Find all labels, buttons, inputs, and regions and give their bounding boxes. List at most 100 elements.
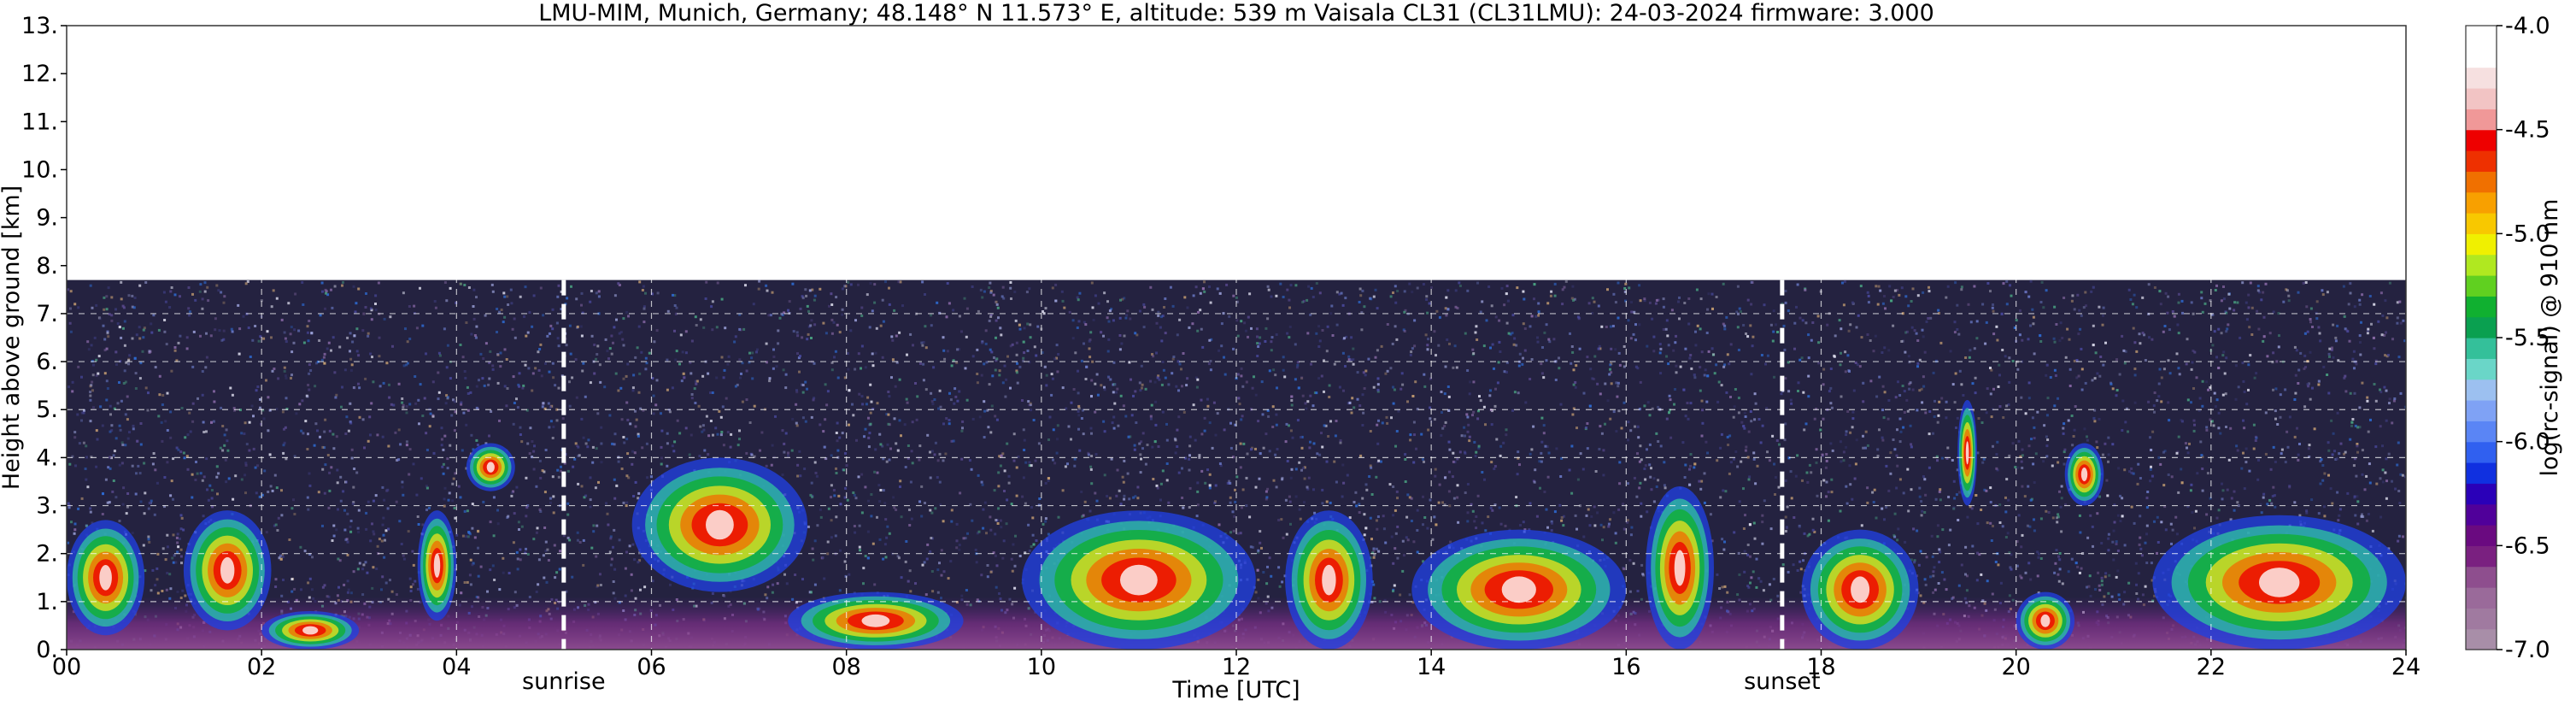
noise-speck <box>1139 471 1142 474</box>
noise-speck <box>2121 399 2125 403</box>
noise-speck <box>1222 312 1225 315</box>
noise-speck <box>873 283 877 286</box>
noise-speck <box>888 303 891 306</box>
noise-speck <box>607 357 610 361</box>
noise-speck <box>666 442 669 445</box>
noise-speck <box>369 433 372 437</box>
noise-speck <box>2004 355 2007 358</box>
noise-speck <box>441 465 444 468</box>
noise-speck <box>466 535 470 538</box>
noise-speck <box>863 435 866 438</box>
noise-speck <box>543 470 546 474</box>
noise-speck <box>1784 377 1787 380</box>
noise-speck <box>586 445 590 449</box>
noise-speck <box>2032 462 2035 466</box>
noise-speck <box>1551 521 1553 525</box>
noise-speck <box>356 568 360 571</box>
noise-speck <box>1198 454 1201 457</box>
noise-speck <box>884 518 888 521</box>
noise-speck <box>1376 423 1379 427</box>
noise-speck <box>1055 356 1058 360</box>
noise-speck <box>1846 354 1850 357</box>
noise-speck <box>1640 458 1643 462</box>
noise-speck <box>1995 325 1998 328</box>
noise-speck <box>503 385 507 388</box>
noise-speck <box>876 471 879 474</box>
noise-speck <box>99 405 103 409</box>
noise-speck <box>230 327 233 331</box>
noise-speck <box>349 530 353 533</box>
noise-speck <box>2077 332 2080 336</box>
noise-speck <box>1232 529 1235 532</box>
noise-speck <box>1245 380 1248 384</box>
noise-speck <box>1194 376 1198 379</box>
noise-speck <box>998 369 1001 373</box>
noise-speck <box>1845 485 1848 488</box>
noise-speck <box>1906 468 1910 471</box>
noise-speck <box>776 582 779 585</box>
noise-speck <box>1406 493 1410 497</box>
noise-speck <box>2186 451 2190 455</box>
noise-speck <box>2078 309 2081 312</box>
noise-speck <box>1375 475 1378 479</box>
noise-speck <box>2349 438 2352 441</box>
noise-speck <box>1157 374 1160 378</box>
noise-speck <box>244 474 247 477</box>
noise-speck <box>1012 432 1016 436</box>
noise-speck <box>1308 446 1311 450</box>
noise-speck <box>1893 448 1897 451</box>
noise-speck <box>624 567 627 570</box>
noise-speck <box>123 344 126 347</box>
noise-speck <box>1720 384 1723 387</box>
noise-speck <box>1848 464 1851 468</box>
noise-speck <box>139 443 143 446</box>
noise-speck <box>1547 451 1551 455</box>
noise-speck <box>2288 485 2291 489</box>
noise-speck <box>703 449 707 452</box>
noise-speck <box>1729 343 1733 346</box>
noise-speck <box>1722 489 1725 492</box>
noise-speck <box>239 409 242 412</box>
noise-speck <box>650 292 654 296</box>
noise-speck <box>1493 503 1497 507</box>
noise-speck <box>2242 451 2244 455</box>
noise-speck <box>308 363 311 367</box>
noise-speck <box>808 289 812 292</box>
noise-speck <box>1971 382 1975 385</box>
noise-speck <box>599 573 601 576</box>
noise-speck <box>1846 410 1850 413</box>
noise-speck <box>325 291 327 295</box>
noise-speck <box>715 326 719 329</box>
noise-speck <box>1394 509 1397 512</box>
noise-speck <box>2121 497 2124 500</box>
noise-speck <box>1375 547 1378 550</box>
noise-speck <box>135 472 138 475</box>
noise-speck <box>1327 435 1330 438</box>
noise-speck <box>1091 360 1094 363</box>
noise-speck <box>2133 374 2137 377</box>
noise-speck <box>2063 450 2066 454</box>
noise-speck <box>2124 350 2127 353</box>
noise-speck <box>1617 381 1620 385</box>
noise-speck <box>842 468 846 472</box>
noise-speck <box>918 458 921 462</box>
noise-speck <box>1562 515 1565 518</box>
noise-speck <box>767 314 771 317</box>
noise-speck <box>1546 302 1550 305</box>
noise-speck <box>1743 550 1746 553</box>
noise-speck <box>98 317 102 321</box>
noise-speck <box>1111 421 1114 425</box>
noise-speck <box>1725 391 1728 394</box>
noise-speck <box>1328 384 1331 387</box>
noise-speck <box>1381 421 1384 425</box>
noise-speck <box>1881 436 1884 439</box>
noise-speck <box>2034 452 2038 456</box>
noise-speck <box>1939 341 1943 344</box>
noise-speck <box>1276 386 1278 390</box>
noise-speck <box>483 384 486 387</box>
noise-speck <box>254 325 257 327</box>
noise-speck <box>590 334 594 338</box>
noise-speck <box>478 379 480 382</box>
noise-speck <box>557 344 560 348</box>
noise-speck <box>1992 387 1995 391</box>
